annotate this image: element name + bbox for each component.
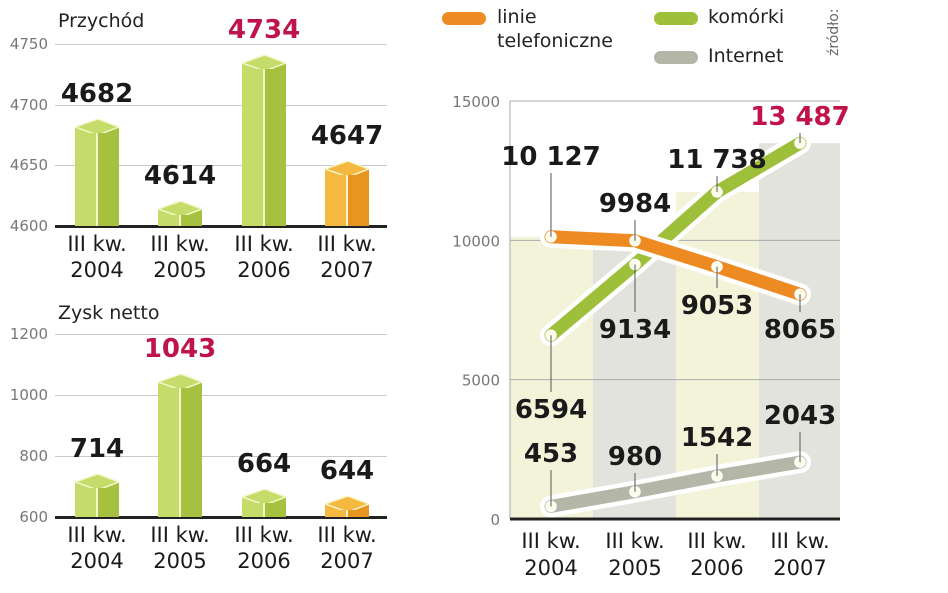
revenue-gridline [55,104,387,106]
line-chart-y-tick: 15000 [452,93,500,111]
data-value-label: 13 487 [750,102,850,132]
legend-label-landline: linie telefoniczne [497,6,613,52]
revenue-category-label: III kw. 2007 [317,232,377,282]
net-profit-y-tick: 800 [19,447,48,465]
data-value-label: 2043 [764,401,836,431]
data-value-label: 1542 [681,423,753,453]
revenue-y-tick: 4750 [9,35,48,53]
revenue-bar [242,55,286,226]
net-profit-value-label: 1043 [143,333,217,364]
revenue-y-tick: 4700 [9,95,48,114]
revenue-value-label: 4734 [227,15,301,46]
revenue-y-tick: 4650 [9,156,48,175]
net-profit-y-tick: 1200 [9,325,48,343]
revenue-chart-title: Przychód [58,10,145,32]
line-chart-category-label: III kw. [605,529,664,553]
line-chart-y-tick: 0 [490,511,500,529]
net-profit-category-label: III kw. 2006 [234,523,294,573]
net-profit-category-label: III kw. 2007 [317,523,377,573]
net-profit-chart-title: Zysk netto [58,302,160,324]
revenue-bar [75,118,119,226]
net-profit-category-label: III kw. 2005 [150,523,210,573]
legend-swatch-internet [654,51,698,64]
revenue-y-tick: 4600 [9,217,48,235]
net-profit-value-label: 714 [69,434,125,465]
revenue-category-label: III kw. 2004 [67,232,127,282]
legend-label-mobile: komórki [708,6,785,28]
net-profit-gridline [55,334,387,335]
data-value-label: 9984 [599,189,671,219]
series-line-komórki [544,136,807,342]
net-profit-category-label: III kw. 2004 [67,523,127,573]
revenue-gridline [55,44,387,45]
net-profit-gridline [55,456,387,457]
data-value-label: 453 [524,439,578,469]
line-chart-y-tick: 5000 [462,372,500,390]
line-chart-category-year: 2004 [524,556,577,580]
net-profit-y-tick: 600 [19,508,48,526]
line-chart-category-year: 2006 [690,556,743,580]
revenue-x-axis [55,225,387,228]
net-profit-value-label: 644 [319,455,375,486]
net-profit-bar [75,474,119,517]
data-value-label: 10 127 [501,142,601,172]
net-profit-bar [242,489,286,517]
data-value-label: 11 738 [667,145,767,175]
series-line-linie-telefoniczne [544,230,807,301]
revenue-gridline [55,165,387,167]
data-value-label: 9134 [599,315,671,345]
line-chart-category-year: 2007 [773,556,826,580]
net-profit-value-label: 664 [236,449,292,480]
legend-label-internet: Internet [708,45,784,67]
data-value-label: 6594 [515,395,587,425]
net-profit-y-tick: 1000 [9,386,48,404]
line-chart-category-label: III kw. [687,529,746,553]
revenue-value-label: 4647 [310,120,384,151]
revenue-value-label: 4614 [143,161,217,191]
data-value-label: 980 [608,442,662,472]
data-value-label: 9053 [681,291,753,321]
revenue-category-label: III kw. 2005 [150,232,210,282]
line-chart-category-label: III kw. [770,529,829,553]
data-value-label: 8065 [764,315,836,345]
net-profit-gridline [55,395,387,396]
line-chart-category-label: III kw. [521,529,580,553]
revenue-bar [325,160,369,226]
line-chart-y-tick: 10000 [452,232,500,250]
line-chart-category-year: 2005 [608,556,661,580]
revenue-category-label: III kw. 2006 [234,232,294,282]
net-profit-bar [325,495,369,517]
legend-swatch-landline [442,12,486,25]
net-profit-bar [158,373,202,517]
net-profit-x-axis [55,516,387,519]
revenue-value-label: 4682 [60,78,134,109]
revenue-bar [158,201,202,226]
series-line-Internet [544,455,807,513]
legend-swatch-mobile [654,12,698,25]
